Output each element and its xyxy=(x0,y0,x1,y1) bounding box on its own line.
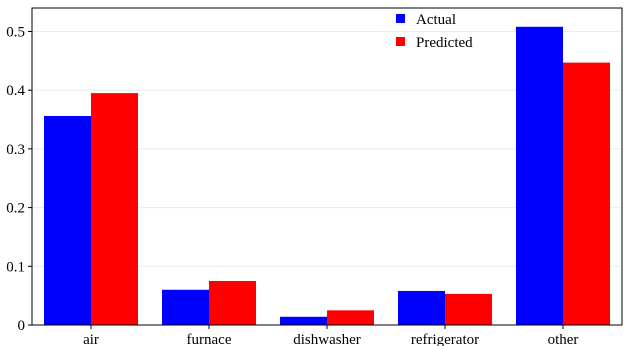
bar-predicted-furnace xyxy=(209,280,256,325)
x-tick-label-refrigerator: refrigerator xyxy=(411,332,479,346)
x-tick-label-air: air xyxy=(83,332,99,346)
x-tick-label-dishwasher: dishwasher xyxy=(293,332,361,346)
bar-actual-refrigerator xyxy=(398,290,445,325)
legend-swatch-predicted xyxy=(396,37,405,46)
y-tick-label: 0.2 xyxy=(6,201,25,217)
bar-predicted-other xyxy=(563,62,610,325)
legend-swatch-actual xyxy=(396,14,405,23)
y-tick-label: 0.4 xyxy=(6,83,25,99)
y-tick-label: 0 xyxy=(18,318,26,334)
bar-predicted-dishwasher xyxy=(327,310,374,325)
y-tick-label: 0.3 xyxy=(6,142,25,158)
bar-predicted-refrigerator xyxy=(445,293,492,325)
x-tick-label-other: other xyxy=(548,332,579,346)
legend-label-actual: Actual xyxy=(416,12,456,28)
x-axis: air furnace dishwasher refrigerator other xyxy=(83,325,578,346)
y-axis: 0 0.1 0.2 0.3 0.4 0.5 xyxy=(6,24,32,334)
bars xyxy=(44,26,610,326)
bar-actual-other xyxy=(516,26,563,325)
y-tick-label: 0.5 xyxy=(6,24,25,40)
bar-actual-dishwasher xyxy=(280,316,327,325)
y-tick-label: 0.1 xyxy=(6,259,25,275)
x-tick-label-furnace: furnace xyxy=(187,332,232,346)
bar-actual-air xyxy=(44,116,91,325)
bar-actual-furnace xyxy=(162,289,209,325)
legend-label-predicted: Predicted xyxy=(416,35,473,51)
bar-predicted-air xyxy=(91,93,138,326)
legend: Actual Predicted xyxy=(396,12,473,51)
